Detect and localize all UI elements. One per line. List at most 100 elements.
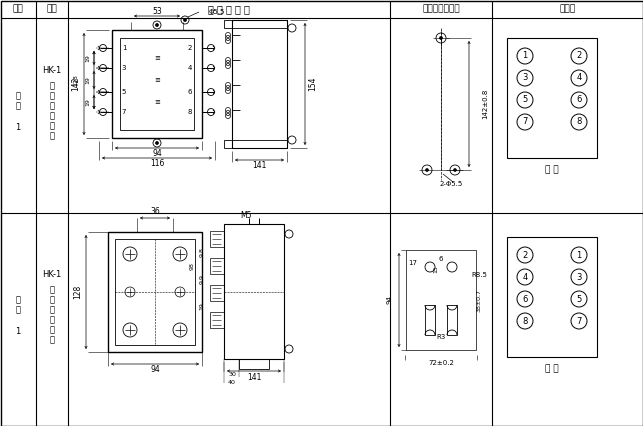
Circle shape <box>440 37 442 40</box>
Text: 接: 接 <box>50 121 55 130</box>
Text: 前 视: 前 视 <box>545 165 559 175</box>
Text: 7: 7 <box>522 118 528 127</box>
Bar <box>115 239 195 345</box>
Circle shape <box>156 23 159 26</box>
Text: 128: 128 <box>73 285 82 299</box>
Text: 15: 15 <box>433 265 439 273</box>
Text: 9.9: 9.9 <box>199 274 204 285</box>
Text: 98: 98 <box>190 262 194 270</box>
Text: 19: 19 <box>199 302 204 311</box>
Text: 安装开孔尺寸图: 安装开孔尺寸图 <box>422 5 460 14</box>
Text: 背 视: 背 视 <box>545 365 559 374</box>
Text: 4: 4 <box>188 65 192 71</box>
Text: 116: 116 <box>150 159 164 169</box>
Text: 2: 2 <box>188 45 192 51</box>
Bar <box>406 250 476 350</box>
Text: 凸: 凸 <box>50 285 55 294</box>
Text: 外 形 尺 寸 图: 外 形 尺 寸 图 <box>208 4 250 14</box>
Text: 6: 6 <box>188 89 192 95</box>
Text: 19: 19 <box>86 76 91 84</box>
Text: 3: 3 <box>576 273 582 282</box>
Bar <box>447 305 457 335</box>
Text: 2-Φ5.5: 2-Φ5.5 <box>439 181 462 187</box>
Bar <box>507 38 597 158</box>
Text: 94: 94 <box>386 296 392 305</box>
Text: 9.8: 9.8 <box>199 248 204 257</box>
Text: 接: 接 <box>50 325 55 334</box>
Text: 5: 5 <box>522 95 528 104</box>
Bar <box>425 305 435 335</box>
Text: 19: 19 <box>86 54 91 62</box>
Text: 5: 5 <box>576 294 582 303</box>
Text: ≡: ≡ <box>154 55 160 61</box>
Text: 17: 17 <box>408 260 417 266</box>
Bar <box>224 224 284 359</box>
Text: 2: 2 <box>522 250 528 259</box>
Text: 3: 3 <box>522 74 528 83</box>
Text: 图: 图 <box>15 101 21 110</box>
Text: 4: 4 <box>522 273 528 282</box>
Text: 5: 5 <box>122 89 126 95</box>
Text: 后: 后 <box>50 315 55 324</box>
Text: 40: 40 <box>228 380 236 386</box>
Text: 53: 53 <box>152 8 162 17</box>
Text: 8: 8 <box>576 118 582 127</box>
Text: 72±0.2: 72±0.2 <box>428 360 454 366</box>
Text: 6: 6 <box>439 256 443 262</box>
Bar <box>507 237 597 357</box>
Text: 141: 141 <box>252 161 267 170</box>
Text: ≡: ≡ <box>154 77 160 83</box>
Text: 142±0.8: 142±0.8 <box>482 89 488 119</box>
Text: 30: 30 <box>228 372 236 377</box>
Text: 142: 142 <box>71 77 80 91</box>
Text: 7: 7 <box>122 109 126 115</box>
Text: 154: 154 <box>309 77 318 91</box>
Text: 8: 8 <box>188 109 192 115</box>
Text: 附: 附 <box>15 295 21 304</box>
Text: R3: R3 <box>437 334 446 340</box>
Text: 128: 128 <box>73 74 78 86</box>
Bar <box>120 38 194 130</box>
Bar <box>108 232 202 352</box>
Text: 8: 8 <box>522 317 528 325</box>
Circle shape <box>426 169 428 172</box>
Text: 凸: 凸 <box>50 81 55 90</box>
Text: 2: 2 <box>576 52 582 60</box>
Text: 线: 线 <box>50 335 55 344</box>
Bar <box>224 20 287 28</box>
Text: 36: 36 <box>150 207 160 216</box>
Text: 端子图: 端子图 <box>559 5 575 14</box>
Text: 式: 式 <box>50 101 55 110</box>
Text: 19: 19 <box>86 98 91 106</box>
Text: 1: 1 <box>15 327 21 336</box>
Bar <box>210 312 224 328</box>
Text: M5: M5 <box>240 211 252 221</box>
Text: 图: 图 <box>15 305 21 314</box>
Bar <box>210 231 224 247</box>
Text: 1: 1 <box>122 45 126 51</box>
Circle shape <box>156 141 159 144</box>
Circle shape <box>183 18 186 21</box>
Text: 6: 6 <box>576 95 582 104</box>
Text: 6: 6 <box>522 294 528 303</box>
Bar <box>210 285 224 301</box>
Text: Φ5.5: Φ5.5 <box>209 9 226 15</box>
Bar <box>239 359 269 369</box>
Text: 7: 7 <box>576 317 582 325</box>
Text: 3: 3 <box>122 65 126 71</box>
Text: 前: 前 <box>50 111 55 120</box>
Bar <box>232 20 287 148</box>
Text: 1: 1 <box>522 52 528 60</box>
Text: 4: 4 <box>576 74 582 83</box>
Text: 附: 附 <box>15 91 21 100</box>
Text: 94: 94 <box>152 150 162 158</box>
Text: 1: 1 <box>576 250 582 259</box>
Text: ≡: ≡ <box>154 99 160 105</box>
Bar <box>112 30 202 138</box>
Text: 图号: 图号 <box>13 5 23 14</box>
Text: 38±0.7: 38±0.7 <box>476 288 482 311</box>
Bar <box>210 258 224 274</box>
Text: 94: 94 <box>150 366 160 374</box>
Text: 结构: 结构 <box>47 5 57 14</box>
Text: 出: 出 <box>50 295 55 304</box>
